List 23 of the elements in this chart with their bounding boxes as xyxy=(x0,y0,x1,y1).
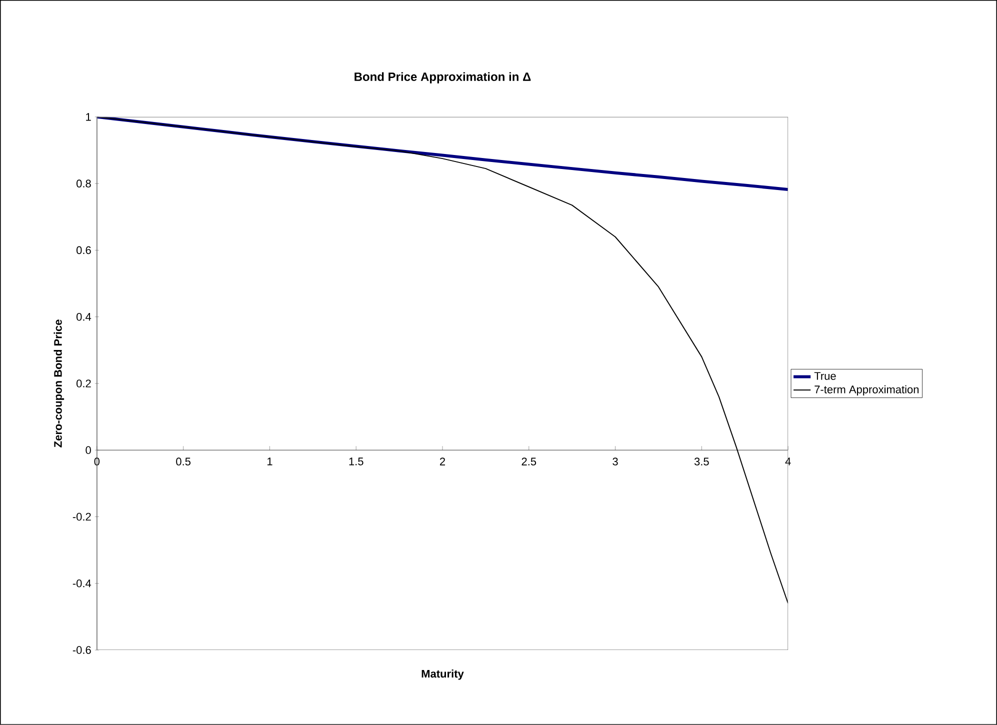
x-tick-label: 3 xyxy=(612,458,618,466)
x-tick-label: 4 xyxy=(785,458,791,466)
x-tick-label: 0 xyxy=(94,458,100,466)
x-axis-title: Maturity xyxy=(422,670,464,680)
y-tick-label: 0.6 xyxy=(76,246,91,254)
y-tick-label: 0 xyxy=(86,446,91,454)
x-tick-label: 2.5 xyxy=(522,458,536,466)
y-tick-label: 0.8 xyxy=(76,180,91,188)
x-tick-label: 2 xyxy=(440,458,445,466)
y-tick-label: 0.4 xyxy=(76,312,92,321)
x-tick-label: 1.5 xyxy=(349,458,364,466)
y-axis-title: Zero-coupon Bond Price xyxy=(54,320,64,448)
chart-title: Bond Price Approximation in Δ xyxy=(354,72,531,84)
y-tick-label: 1 xyxy=(86,113,91,121)
legend-label: True xyxy=(814,372,836,380)
y-tick-label: -0.4 xyxy=(72,580,92,588)
legend-label: 7-term Approximation xyxy=(814,385,919,396)
x-tick-label: 3.5 xyxy=(694,458,709,466)
y-tick-label: 0.2 xyxy=(76,380,91,388)
x-tick-label: 0.5 xyxy=(176,458,190,466)
y-tick-label: -0.2 xyxy=(72,512,91,521)
y-tick-label: -0.6 xyxy=(72,646,91,654)
x-tick-label: 1 xyxy=(267,458,272,466)
